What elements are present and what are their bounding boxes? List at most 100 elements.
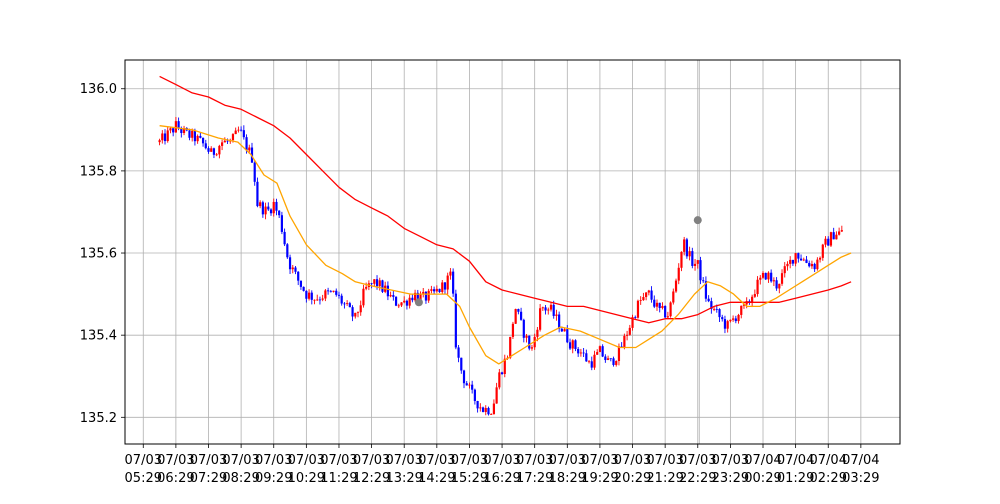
candle-body [579, 352, 582, 354]
x-tick-label-time: 06:29 [157, 471, 194, 486]
candle-body [302, 286, 305, 291]
x-tick-label-date: 07/03 [451, 453, 488, 468]
candle-body [598, 346, 602, 353]
candle-body [264, 206, 267, 215]
candle-body [419, 293, 422, 301]
candle-body [759, 277, 762, 280]
candle-body [577, 348, 580, 354]
candle-body [359, 305, 362, 313]
candle-body [674, 280, 678, 292]
candle-body [172, 128, 175, 133]
candle-body [525, 335, 528, 338]
y-tick-label: 135.2 [80, 411, 117, 426]
candle-body [269, 209, 273, 214]
candle-body [615, 360, 618, 365]
x-tick-label-time: 09:29 [255, 471, 292, 486]
candle-body [327, 290, 330, 292]
candle-body [552, 304, 555, 316]
slow-moving-average-line [159, 75, 852, 324]
signal-marker [693, 216, 702, 225]
candle-body [259, 202, 262, 207]
candle-body [498, 372, 501, 388]
candle-body [818, 257, 822, 260]
candle-body [623, 335, 626, 348]
candle-body [253, 162, 256, 182]
candle-body [413, 292, 417, 301]
candle-body [625, 334, 629, 336]
candle-body [789, 259, 792, 264]
candle-body [631, 317, 634, 328]
x-tick-label-time: 14:29 [418, 471, 455, 486]
candle-body [840, 230, 843, 232]
candle-body [509, 336, 512, 358]
candle-body [590, 361, 593, 368]
candle-body [783, 266, 786, 274]
candle-body [362, 288, 365, 306]
candle-body [539, 308, 542, 330]
candle-body [201, 137, 205, 144]
candle-body [408, 297, 411, 306]
candle-body [568, 342, 572, 349]
candle-body [460, 357, 463, 371]
candle-body [337, 294, 341, 296]
candle-body [305, 290, 308, 299]
candle-body [770, 272, 773, 282]
candle-body [593, 354, 596, 368]
candle-body [691, 251, 694, 266]
candle-body [761, 272, 765, 278]
candle-body [245, 137, 248, 151]
candle-body [169, 128, 172, 131]
candle-body [514, 309, 517, 324]
x-tick-label-date: 07/03 [581, 453, 618, 468]
candle-body [272, 201, 275, 214]
y-tick-label: 135.4 [80, 329, 117, 344]
candle-body [500, 372, 504, 375]
x-tick-label-time: 19:29 [581, 471, 618, 486]
candle-body [394, 296, 398, 306]
candle-body [712, 308, 716, 310]
candle-body [634, 317, 637, 318]
candle-body [767, 272, 770, 280]
candle-body [775, 280, 778, 289]
candle-body [468, 384, 471, 386]
candle-body [465, 383, 468, 386]
candle-body [786, 263, 789, 267]
candle-body [566, 329, 569, 343]
candle-body [503, 358, 506, 375]
candle-body [375, 279, 379, 287]
candle-body [742, 304, 746, 306]
candle-body [740, 305, 743, 315]
candle-body [574, 340, 577, 349]
candle-body [378, 280, 381, 287]
candle-body [397, 305, 400, 307]
candle-body [435, 288, 438, 292]
candle-body [473, 389, 476, 401]
candle-body [438, 288, 441, 293]
markers [414, 216, 702, 307]
candle-body [653, 299, 656, 307]
candle-body [636, 300, 640, 318]
candle-body [158, 140, 161, 143]
x-tick-label-date: 07/03 [483, 453, 520, 468]
x-tick-label-time: 13:29 [385, 471, 422, 486]
x-tick-label-date: 07/04 [842, 453, 879, 468]
candle-body [816, 259, 819, 270]
candle-body [226, 140, 229, 142]
candle-body [370, 283, 373, 285]
candle-body [609, 358, 612, 360]
x-tick-label-time: 08:29 [222, 471, 259, 486]
candle-body [802, 259, 805, 261]
candle-body [612, 358, 615, 365]
x-tick-label-time: 22:29 [679, 471, 716, 486]
candle-body [596, 352, 599, 355]
candle-body [601, 346, 604, 357]
y-tick-label: 136.0 [80, 82, 117, 97]
candle-body [778, 283, 781, 289]
candle-body [441, 282, 444, 293]
candle-body [813, 263, 816, 270]
candle-body [729, 319, 732, 322]
x-tick-label-date: 07/04 [744, 453, 781, 468]
candle-body [563, 329, 566, 332]
candle-body [547, 309, 550, 311]
